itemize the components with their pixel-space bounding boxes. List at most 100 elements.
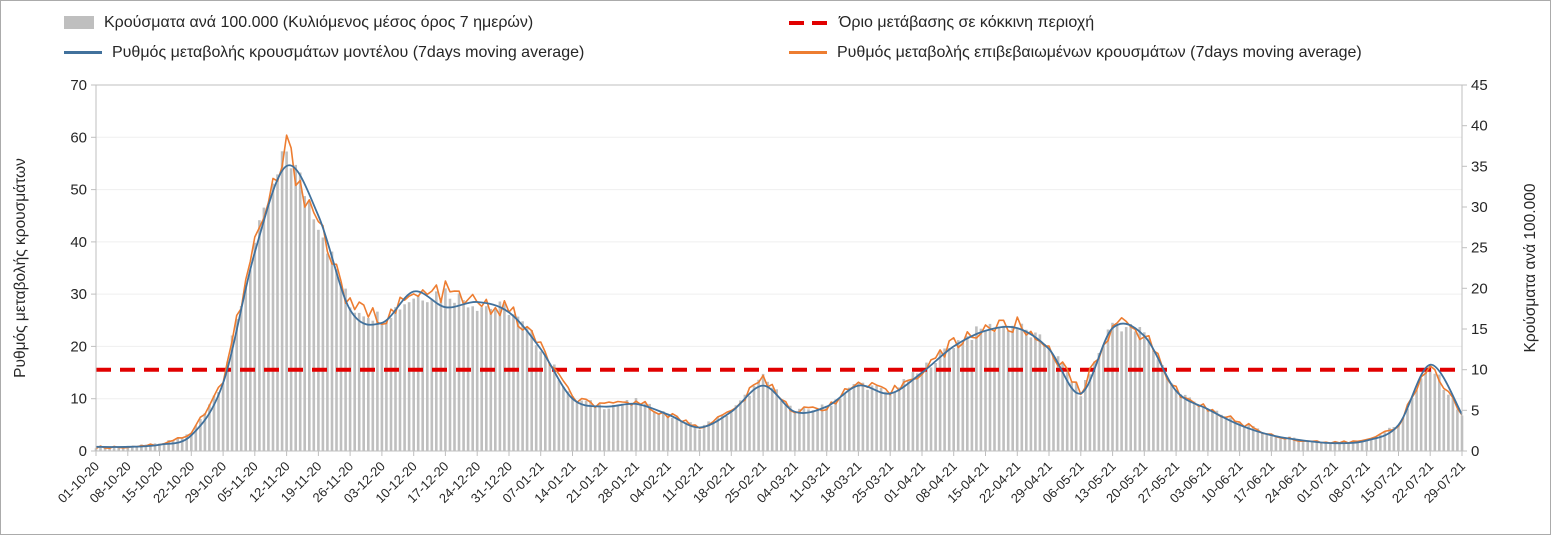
- bar: [707, 421, 710, 451]
- bar: [879, 387, 883, 451]
- bar: [1192, 401, 1196, 451]
- bar: [603, 409, 606, 451]
- bar: [662, 411, 665, 451]
- bar: [1215, 410, 1219, 451]
- bar: [784, 405, 788, 451]
- bar: [780, 400, 783, 451]
- bar: [162, 443, 166, 451]
- bar: [1165, 376, 1169, 451]
- y-axis-left-tick-label: 60: [70, 129, 87, 146]
- bar: [1401, 417, 1405, 451]
- bar: [1356, 441, 1359, 451]
- bar: [1233, 421, 1237, 451]
- bar: [1224, 416, 1228, 451]
- bar: [362, 316, 365, 451]
- bar: [1156, 359, 1160, 451]
- bar: [598, 404, 601, 451]
- bar: [693, 424, 697, 451]
- bar: [634, 398, 638, 451]
- bar: [1170, 383, 1173, 451]
- bar: [743, 394, 747, 451]
- bar: [1256, 428, 1260, 451]
- bar: [811, 410, 815, 451]
- bar: [140, 444, 143, 451]
- bar: [1106, 329, 1110, 451]
- bar: [171, 440, 175, 451]
- bar: [752, 385, 756, 451]
- bar: [1410, 397, 1414, 451]
- bar: [1147, 338, 1151, 451]
- legend-item-bars: Κρούσματα ανά 100.000 (Κυλιόμενος μέσος …: [64, 9, 779, 36]
- bar: [135, 446, 139, 451]
- bar: [1211, 409, 1214, 451]
- bar: [1229, 417, 1232, 451]
- bar: [144, 444, 148, 451]
- bar: [475, 310, 479, 451]
- bar: [1006, 330, 1010, 451]
- bar: [317, 229, 320, 451]
- bar: [1270, 436, 1273, 451]
- bar: [180, 437, 184, 451]
- bar: [1374, 436, 1378, 451]
- bar: [621, 403, 624, 451]
- bar: [512, 314, 515, 451]
- bar: [1297, 439, 1300, 451]
- confirmed-line-icon: [789, 51, 827, 54]
- bar: [103, 448, 107, 451]
- bar: [907, 381, 910, 451]
- bar: [1047, 348, 1051, 451]
- bar: [952, 348, 955, 451]
- bar: [1084, 380, 1087, 451]
- bar: [757, 379, 760, 451]
- bar: [1183, 394, 1187, 451]
- bar: [548, 363, 552, 451]
- legend-item-threshold: Όριο μετάβασης σε κόκκινη περιοχή: [789, 9, 1494, 36]
- bar: [416, 295, 420, 451]
- bar: [1329, 442, 1332, 451]
- bar: [612, 404, 615, 451]
- bar: [1029, 337, 1033, 451]
- bar: [947, 347, 951, 451]
- bar: [1088, 374, 1092, 451]
- bar: [1020, 323, 1024, 451]
- bar: [330, 251, 334, 451]
- bar: [616, 404, 620, 451]
- bar: [1206, 410, 1210, 451]
- plot-border: [95, 84, 1463, 452]
- bar: [702, 424, 706, 451]
- bar: [562, 386, 565, 451]
- bar: [117, 447, 120, 451]
- y-axis-right-tick-label: 35: [1471, 158, 1488, 175]
- bar: [131, 447, 134, 451]
- y-axis-left-tick-label: 40: [70, 234, 87, 251]
- y-axis-right-tick-label: 45: [1471, 77, 1488, 94]
- bar: [684, 422, 688, 451]
- bar: [961, 343, 965, 451]
- bar: [584, 400, 588, 451]
- bar: [176, 437, 179, 451]
- y-axis-left-tick-label: 50: [70, 182, 87, 199]
- bar: [1138, 327, 1142, 451]
- bar: [861, 382, 865, 451]
- bar: [793, 411, 797, 451]
- bar: [289, 168, 293, 452]
- bar: [121, 446, 125, 451]
- bar: [1120, 331, 1123, 451]
- bar: [1415, 390, 1418, 451]
- bar: [1315, 441, 1319, 451]
- bar: [730, 412, 733, 451]
- bar: [1379, 434, 1382, 451]
- bar: [516, 316, 520, 451]
- bar: [303, 196, 306, 451]
- bar: [1097, 353, 1101, 451]
- bar: [353, 312, 356, 451]
- bar: [489, 308, 493, 451]
- bar: [739, 400, 742, 451]
- y-axis-right-tick-label: 25: [1471, 240, 1488, 257]
- bar: [1152, 350, 1155, 451]
- bar: [1288, 436, 1291, 451]
- bar: [1247, 424, 1250, 451]
- bar: [258, 220, 261, 451]
- bar: [203, 413, 207, 451]
